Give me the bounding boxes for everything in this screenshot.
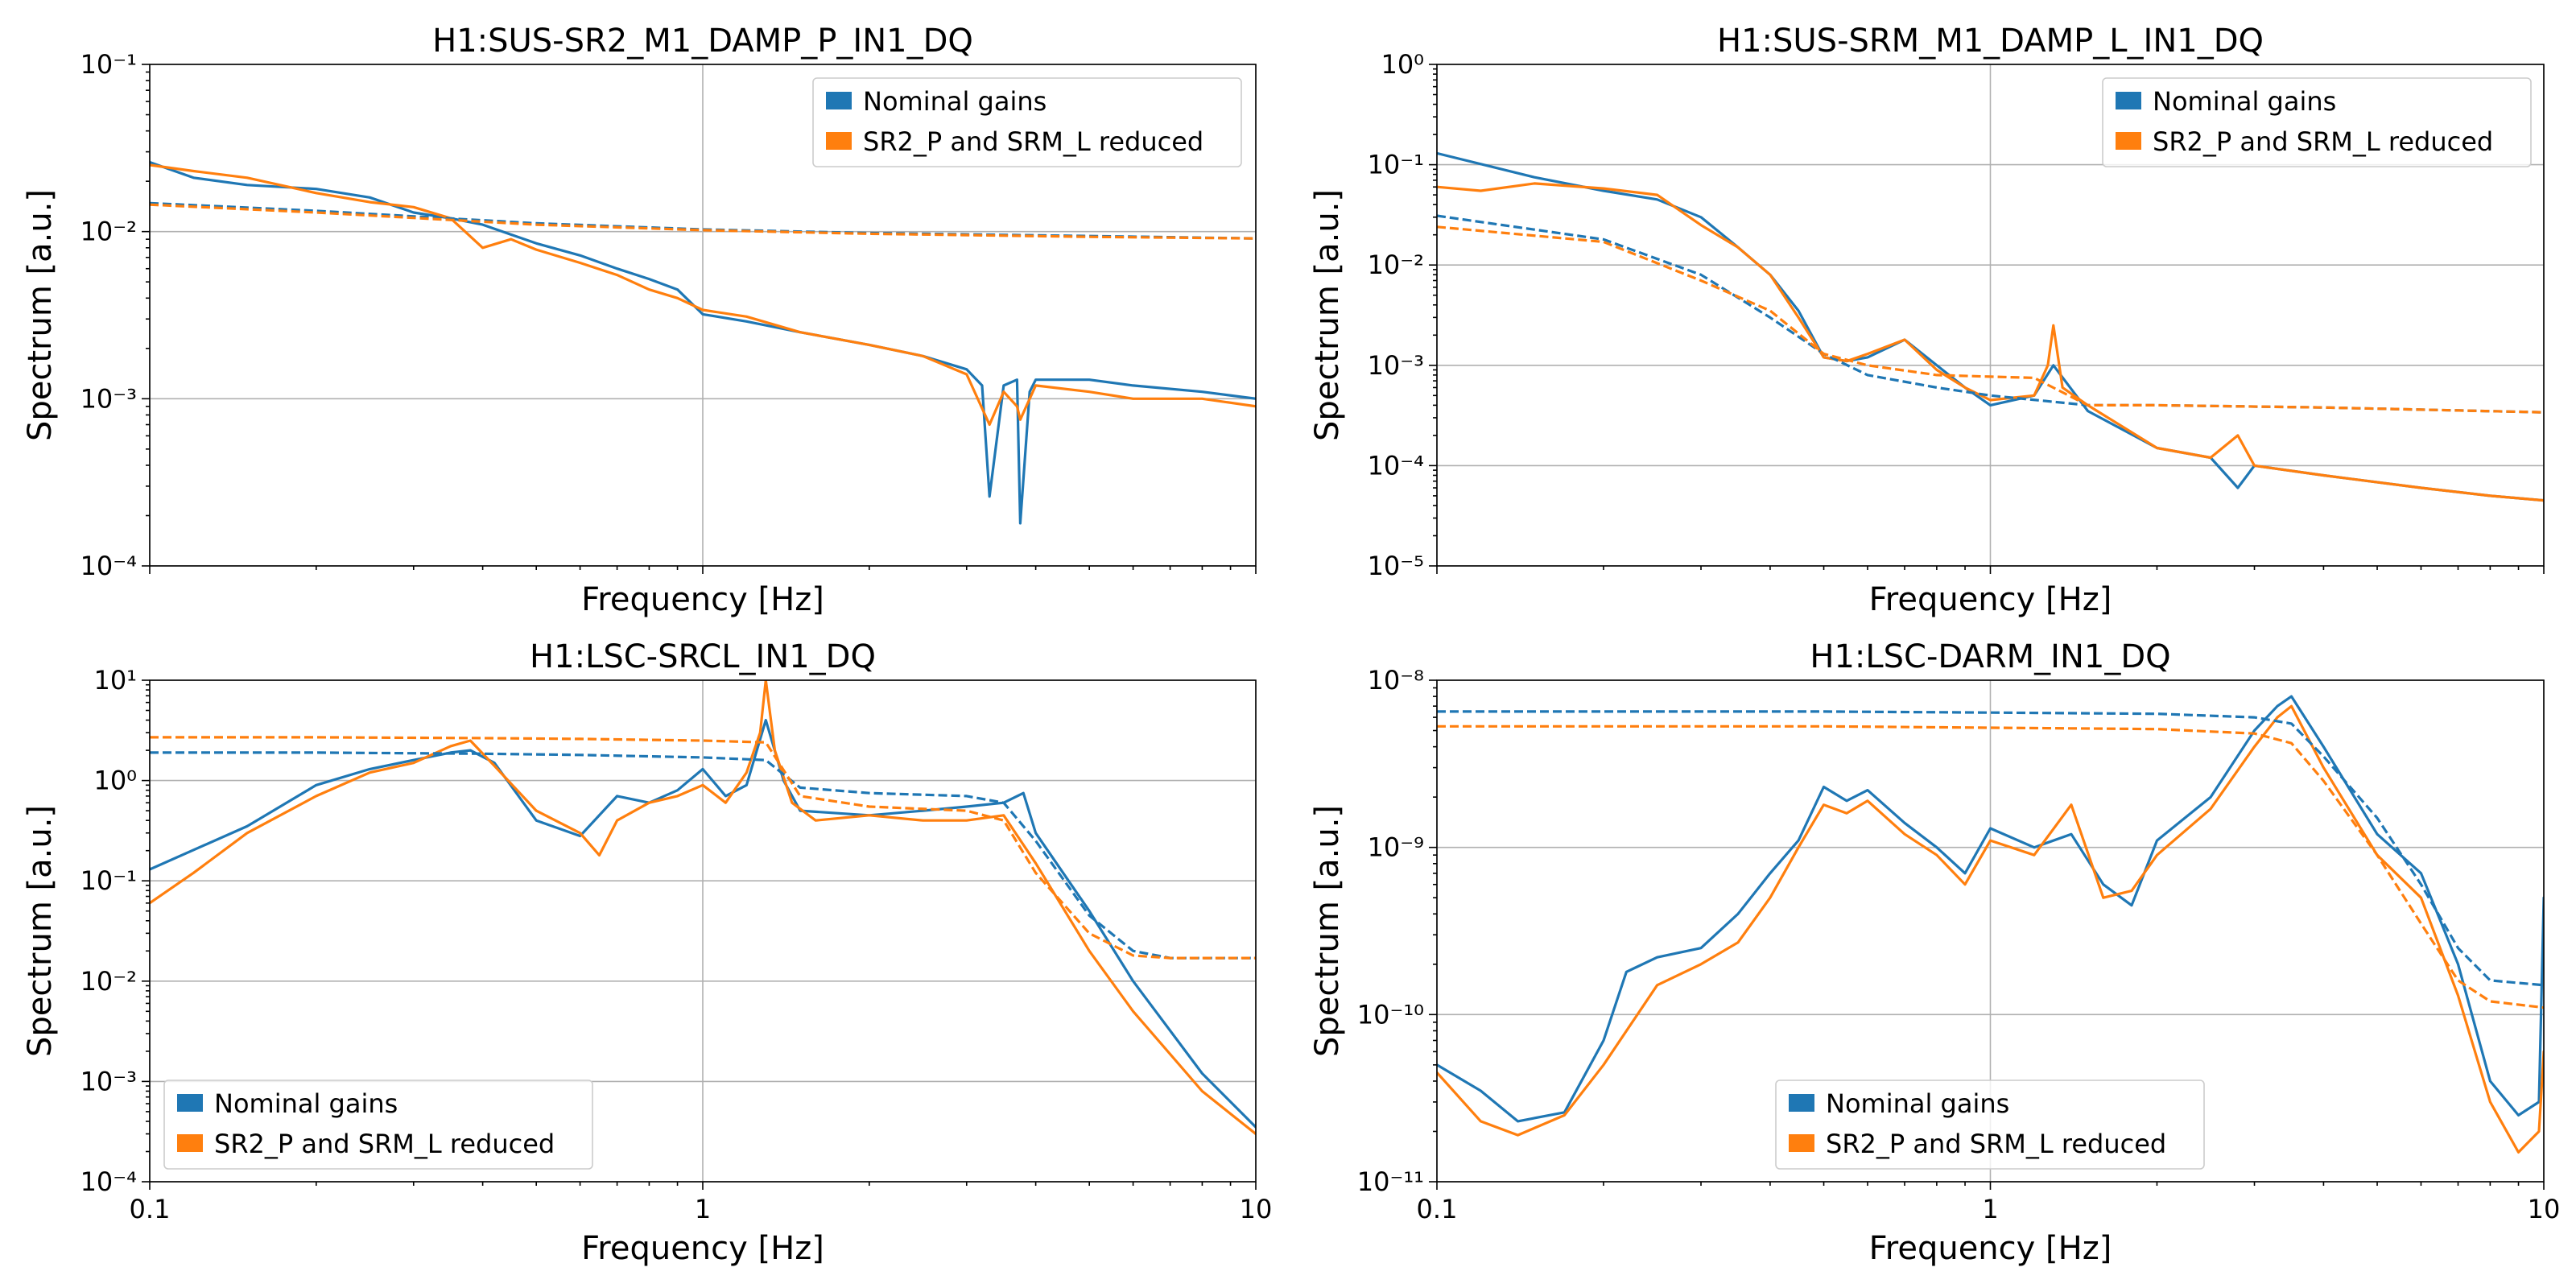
- y-tick-label: 10⁻¹: [80, 49, 137, 80]
- series-group: [150, 160, 1256, 525]
- series-line-reduced: [1437, 182, 2544, 502]
- x-axis-label: Frequency [Hz]: [581, 581, 824, 618]
- x-tick-label: 1: [695, 1194, 711, 1224]
- chart-panel-1: 10⁻⁴ 10⁻³ 10⁻² 10⁻¹ H1:SUS-SR2_M1_DAMP_P_IN1…: [22, 23, 1257, 618]
- chart-title: H1:LSC-DARM_IN1_DQ: [1810, 638, 2170, 675]
- chart-title: H1:SUS-SRM_M1_DAMP_L_IN1_DQ: [1717, 23, 2264, 60]
- legend-label-reduced: SR2_P and SRM_L reduced: [863, 126, 1203, 157]
- series-line-nominal: [150, 719, 1256, 1129]
- series-line-nominal: [150, 160, 1256, 525]
- series-line-dashed-nominal: [150, 751, 1256, 960]
- legend-swatch-nominal: [1789, 1094, 1814, 1112]
- legend-label-nominal: Nominal gains: [2153, 86, 2336, 117]
- y-tick-label: 10¹: [93, 665, 137, 696]
- series-line-reduced: [1437, 704, 2544, 1154]
- legend: Nominal gains SR2_P and SRM_L reduced: [812, 77, 1242, 167]
- y-axis-label: Spectrum [a.u.]: [22, 805, 59, 1057]
- x-tick-label: 0.1: [1417, 1194, 1458, 1224]
- x-tick-label: 1: [1982, 1194, 1998, 1224]
- y-tick-label: 10⁻¹⁰: [1357, 999, 1424, 1030]
- legend-swatch-reduced: [2116, 132, 2141, 150]
- y-tick-label: 10⁻¹¹: [1357, 1166, 1424, 1197]
- legend-frame: [2102, 77, 2532, 167]
- legend-swatch-nominal: [177, 1094, 203, 1112]
- y-tick-label: 10⁻²: [80, 217, 137, 247]
- y-tick-label: 10⁻⁴: [80, 1166, 137, 1197]
- y-tick-label: 10⁻⁵: [1368, 551, 1424, 581]
- chart-title: H1:SUS-SR2_M1_DAMP_P_IN1_DQ: [432, 23, 973, 60]
- y-axis-label: Spectrum [a.u.]: [22, 189, 59, 441]
- series-line-dashed-reduced: [150, 736, 1256, 960]
- y-tick-label: 10⁻³: [80, 383, 137, 414]
- legend: Nominal gains SR2_P and SRM_L reduced: [1775, 1080, 2205, 1170]
- x-tick-label: 10: [1240, 1194, 1273, 1224]
- y-tick-label: 10⁰: [93, 766, 137, 796]
- x-tick-label: 0.1: [130, 1194, 171, 1224]
- y-axis-label: Spectrum [a.u.]: [1309, 805, 1346, 1057]
- y-tick-label: 10⁻⁴: [1368, 450, 1424, 481]
- series-group: [150, 680, 1256, 1136]
- x-axis-label: Frequency [Hz]: [1869, 1230, 2112, 1267]
- legend-label-nominal: Nominal gains: [1826, 1088, 2009, 1119]
- series-line-reduced: [150, 680, 1256, 1136]
- series-line-dashed-reduced: [150, 203, 1256, 240]
- ticks: [142, 679, 1257, 1190]
- series-line-dashed-nominal: [1437, 710, 2544, 987]
- legend-frame: [163, 1080, 593, 1170]
- series-line-reduced: [150, 163, 1256, 427]
- legend-frame: [812, 77, 1242, 167]
- y-tick-label: 10⁻³: [80, 1066, 137, 1096]
- chart-panel-3: 0.1 1 10 10⁻⁴ 10⁻³ 10⁻² 10⁻¹ 10⁰ 10¹ H1:LSC-SRCL_…: [22, 638, 1272, 1267]
- series-line-dashed-reduced: [1437, 724, 2544, 1009]
- chart-title: H1:LSC-SRCL_IN1_DQ: [530, 638, 876, 675]
- legend-label-reduced: SR2_P and SRM_L reduced: [2153, 126, 2493, 157]
- legend-label-reduced: SR2_P and SRM_L reduced: [214, 1129, 555, 1159]
- legend-label-reduced: SR2_P and SRM_L reduced: [1826, 1129, 2166, 1159]
- ticks: [1429, 679, 2545, 1190]
- y-axis-label: Spectrum [a.u.]: [1309, 189, 1346, 441]
- legend: Nominal gains SR2_P and SRM_L reduced: [2102, 77, 2532, 167]
- y-tick-label: 10⁻¹: [80, 865, 137, 896]
- x-axis-label: Frequency [Hz]: [581, 1230, 824, 1267]
- series-line-nominal: [1437, 695, 2544, 1123]
- ticks: [1429, 64, 2545, 574]
- legend-swatch-reduced: [177, 1134, 203, 1152]
- legend-frame: [1775, 1080, 2205, 1170]
- y-tick-label: 10⁻⁸: [1368, 665, 1424, 696]
- y-tick-label: 10⁻¹: [1368, 150, 1424, 180]
- legend: Nominal gains SR2_P and SRM_L reduced: [163, 1080, 593, 1170]
- legend-swatch-reduced: [1789, 1134, 1814, 1152]
- legend-label-nominal: Nominal gains: [214, 1088, 398, 1119]
- chart-panel-2: 10⁻⁵ 10⁻⁴ 10⁻³ 10⁻² 10⁻¹ 10⁰ H1:SUS-SRM_M1_DAM…: [1309, 23, 2545, 618]
- y-tick-label: 10⁻²: [1368, 250, 1424, 280]
- legend-swatch-reduced: [826, 132, 852, 150]
- y-tick-label: 10⁻⁴: [80, 551, 137, 581]
- chart-panel-4: 0.1 1 10 10⁻¹¹ 10⁻¹⁰ 10⁻⁹ 10⁻⁸ H1:LSC-DARM_IN1_…: [1309, 638, 2560, 1267]
- y-tick-label: 10⁻⁹: [1368, 832, 1424, 863]
- y-tick-label: 10⁰: [1381, 49, 1424, 80]
- legend-swatch-nominal: [2116, 92, 2141, 109]
- y-tick-label: 10⁻³: [1368, 350, 1424, 381]
- legend-label-nominal: Nominal gains: [863, 86, 1046, 117]
- legend-swatch-nominal: [826, 92, 852, 109]
- ticks: [142, 64, 1257, 574]
- x-axis-label: Frequency [Hz]: [1869, 581, 2112, 618]
- series-line-dashed-reduced: [1437, 225, 2544, 414]
- series-group: [1437, 151, 2544, 502]
- x-tick-label: 10: [2528, 1194, 2561, 1224]
- series-group: [1437, 695, 2544, 1154]
- y-tick-label: 10⁻²: [80, 966, 137, 997]
